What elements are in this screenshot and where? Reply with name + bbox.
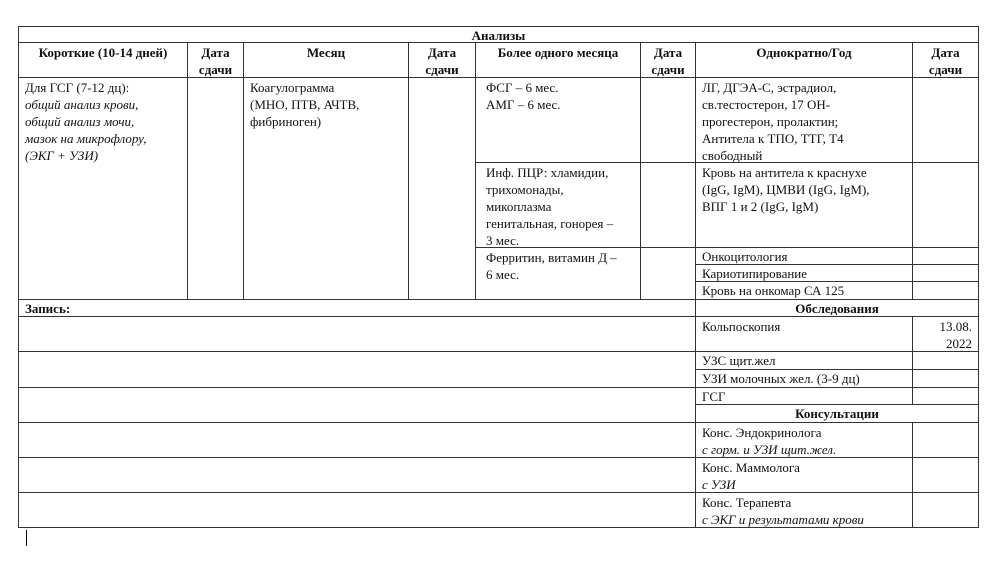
header-date-4: Дата сдачи xyxy=(912,42,979,78)
header-once-year: Однократно/Год xyxy=(695,42,913,78)
consult-date-3[interactable] xyxy=(912,492,979,528)
once-date-cell-4[interactable] xyxy=(912,264,979,282)
exam-name-4[interactable]: ГСГ xyxy=(695,387,913,405)
once-date-cell-3[interactable] xyxy=(912,247,979,265)
once-tests-cell-4[interactable]: Кариотипирование xyxy=(695,264,913,282)
more-tests-cell-3[interactable]: Ферритин, витамин Д – 6 мес. xyxy=(475,247,641,300)
consult-name-3: Конс. Терапевта xyxy=(702,495,792,510)
consult-cell-3[interactable]: Конс. Терапевта с ЭКГ и результатами кро… xyxy=(695,492,913,528)
short-tests-cell[interactable]: Для ГСГ (7-12 дц): общий анализ крови, о… xyxy=(18,77,188,300)
consult-note-2: с УЗИ xyxy=(702,477,736,492)
once-date-cell-5[interactable] xyxy=(912,281,979,300)
exam-name-2[interactable]: УЗС щит.жел xyxy=(695,351,913,370)
table-title: Анализы xyxy=(18,26,979,43)
consult-date-2[interactable] xyxy=(912,457,979,493)
exam-name-1[interactable]: Кольпоскопия xyxy=(695,316,913,352)
more-tests-cell-2[interactable]: Инф. ПЦР: хламидии, трихомонады, микопла… xyxy=(475,162,641,248)
record-label: Запись: xyxy=(18,299,696,317)
record-row-3[interactable] xyxy=(18,387,696,423)
more-date-cell-1[interactable] xyxy=(640,77,696,163)
header-date-2: Дата сдачи xyxy=(408,42,476,78)
once-tests-cell-1[interactable]: ЛГ, ДГЭА-С, эстрадиол, св.тестостерон, 1… xyxy=(695,77,913,163)
consult-note-1: с горм. и УЗИ щит.жел. xyxy=(702,442,837,457)
consult-name-2: Конс. Маммолога xyxy=(702,460,800,475)
more-tests-cell-1[interactable]: ФСГ – 6 мес. АМГ – 6 мес. xyxy=(475,77,641,163)
consult-date-1[interactable] xyxy=(912,422,979,458)
record-row-2[interactable] xyxy=(18,351,696,388)
consult-cell-1[interactable]: Конс. Эндокринолога с горм. и УЗИ щит.же… xyxy=(695,422,913,458)
exam-date-2[interactable] xyxy=(912,351,979,370)
consult-note-3: с ЭКГ и результатами крови xyxy=(702,512,864,527)
exam-date-4[interactable] xyxy=(912,387,979,405)
header-short: Короткие (10-14 дней) xyxy=(18,42,188,78)
exams-heading: Обследования xyxy=(695,299,979,317)
header-date-1: Дата сдачи xyxy=(187,42,244,78)
header-date-3: Дата сдачи xyxy=(640,42,696,78)
consults-heading: Консультации xyxy=(695,404,979,423)
text-cursor xyxy=(26,530,27,546)
short-tests-list: общий анализ крови, общий анализ мочи, м… xyxy=(25,97,147,163)
header-more-than-month: Более одного месяца xyxy=(475,42,641,78)
once-tests-cell-5[interactable]: Кровь на онкомар СА 125 xyxy=(695,281,913,300)
record-row-1[interactable] xyxy=(18,316,696,352)
exam-date-1[interactable]: 13.08. 2022 xyxy=(912,316,979,352)
once-tests-cell-3[interactable]: Онкоцитология xyxy=(695,247,913,265)
more-date-cell-2[interactable] xyxy=(640,162,696,248)
exam-name-3[interactable]: УЗИ молочных жел. (3-9 дц) xyxy=(695,369,913,388)
once-date-cell-1[interactable] xyxy=(912,77,979,163)
month-date-cell[interactable] xyxy=(408,77,476,300)
record-row-6[interactable] xyxy=(18,492,696,528)
header-month: Месяц xyxy=(243,42,409,78)
month-tests-cell[interactable]: Коагулограмма (МНО, ПТВ, АЧТВ, фибриноге… xyxy=(243,77,409,300)
short-tests-title: Для ГСГ (7-12 дц): xyxy=(25,80,130,95)
record-row-4[interactable] xyxy=(18,422,696,458)
consult-name-1: Конс. Эндокринолога xyxy=(702,425,822,440)
short-date-cell[interactable] xyxy=(187,77,244,300)
once-tests-cell-2[interactable]: Кровь на антитела к краснухе (IgG, IgM),… xyxy=(695,162,913,248)
record-row-5[interactable] xyxy=(18,457,696,493)
once-date-cell-2[interactable] xyxy=(912,162,979,248)
consult-cell-2[interactable]: Конс. Маммолога с УЗИ xyxy=(695,457,913,493)
exam-date-3[interactable] xyxy=(912,369,979,388)
more-date-cell-3[interactable] xyxy=(640,247,696,300)
